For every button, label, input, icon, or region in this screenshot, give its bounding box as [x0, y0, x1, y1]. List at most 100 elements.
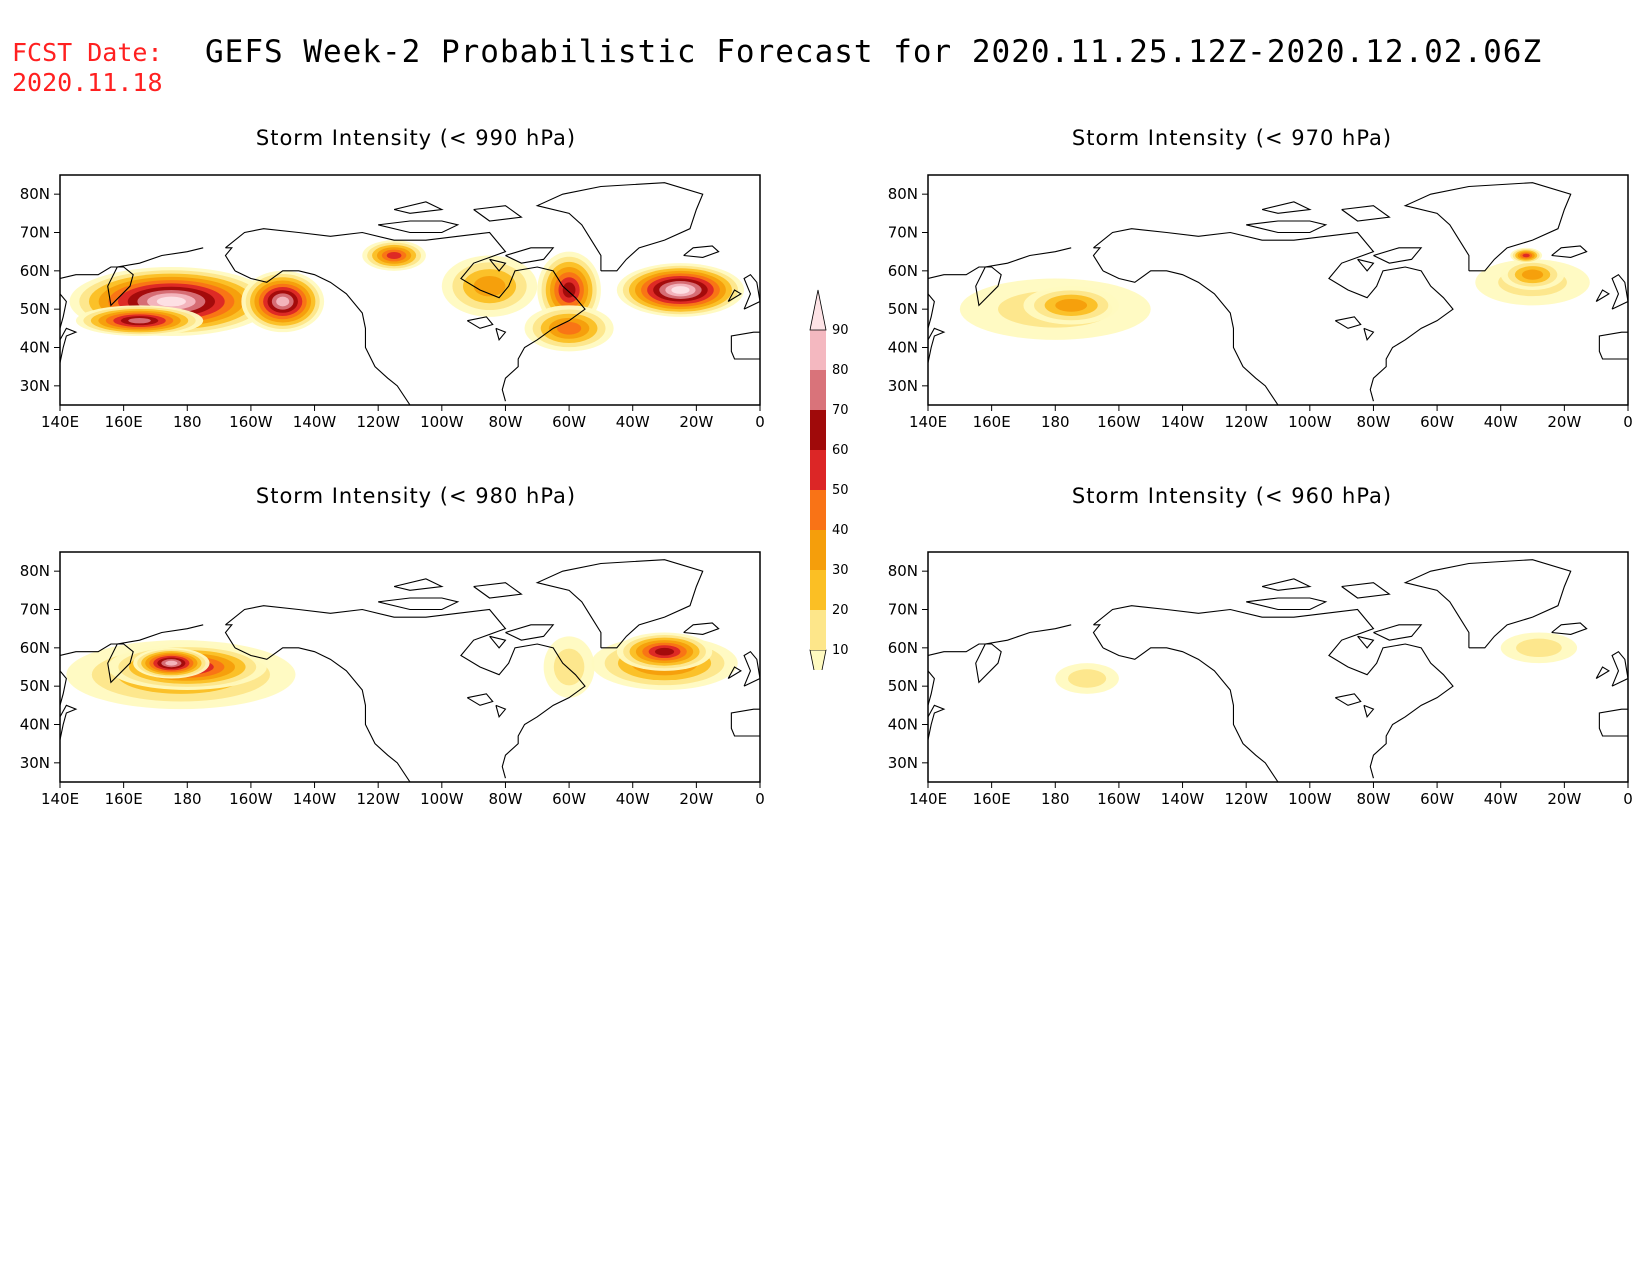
map-frame [927, 551, 1629, 783]
colorbar-segment-5 [810, 450, 826, 490]
coastline-15 [1334, 316, 1362, 329]
probability-blob-3-level-3 [1521, 269, 1544, 280]
coastline-4 [683, 245, 720, 258]
coastline-12 [393, 201, 444, 214]
coastline-11 [473, 205, 523, 222]
coastline-15 [1334, 693, 1362, 706]
x-tick-label: 80W [488, 413, 522, 431]
coastline-5 [743, 273, 760, 310]
y-tick-label: 40N [20, 339, 50, 357]
map-frame [59, 174, 761, 406]
map-panel-970: 140E 160E 180 160W 140W 120W 100W 80W 60W 40W 20W 0… [888, 174, 1633, 431]
x-tick-label: 20W [679, 413, 713, 431]
x-tick-label: 180 [1041, 413, 1070, 431]
coastline-0 [225, 228, 586, 402]
coastline-1 [234, 647, 411, 782]
x-tick-label: 0 [1623, 790, 1633, 808]
colorbar-segment-7 [810, 370, 826, 410]
x-tick-label: 60W [1420, 790, 1454, 808]
y-tick-label: 30N [888, 377, 918, 395]
coastline-0 [1093, 228, 1454, 402]
y-tick-label: 70N [888, 601, 918, 619]
x-tick-label: 180 [173, 413, 202, 431]
coastline-3 [535, 559, 704, 649]
page-title: GEFS Week-2 Probabilistic Forecast for 2… [205, 34, 1543, 70]
x-tick-label: 120W [356, 790, 400, 808]
colorbar-segment-2 [810, 570, 826, 610]
coastline-6 [727, 666, 742, 679]
x-tick-label: 40W [1484, 790, 1518, 808]
coastline-8 [60, 624, 204, 706]
panel-title-960: Storm Intensity (< 960 hPa) [1071, 484, 1393, 508]
x-tick-label: 60W [1420, 413, 1454, 431]
coastline-11 [1341, 205, 1391, 222]
coastline-6 [1595, 289, 1610, 302]
forecast-date-label: FCST Date: [12, 38, 163, 67]
y-tick-label: 50N [20, 300, 50, 318]
x-tick-label: 60W [552, 413, 586, 431]
x-tick-label: 20W [679, 790, 713, 808]
coastline-16 [1363, 327, 1375, 341]
colorbar-label: 40 [832, 523, 849, 538]
x-tick-label: 160W [229, 413, 273, 431]
coastline-4 [1551, 245, 1588, 258]
coastline-9 [60, 327, 78, 363]
coastline-3 [535, 182, 704, 272]
forecast-date-value: 2020.11.18 [12, 68, 163, 97]
x-tick-label: 180 [1041, 790, 1070, 808]
coastline-7 [730, 331, 760, 360]
coastline-4 [1551, 622, 1588, 635]
x-tick-label: 140W [293, 413, 337, 431]
coastline-11 [473, 582, 523, 599]
coastline-13 [1373, 247, 1423, 264]
coastline-12 [1261, 201, 1312, 214]
x-tick-label: 140E [41, 790, 79, 808]
coastline-10 [1246, 220, 1328, 234]
probability-blob-2-level-7 [128, 317, 151, 324]
coastline-0 [225, 605, 586, 779]
x-tick-label: 180 [173, 790, 202, 808]
coastline-6 [727, 289, 742, 302]
coastline-12 [393, 578, 444, 591]
coastline-3 [1403, 182, 1572, 272]
coastline-13 [505, 624, 555, 641]
probability-blob-0-level-1 [1068, 669, 1107, 688]
coastline-1 [1102, 270, 1279, 405]
probability-blob-1-level-1 [1516, 638, 1562, 658]
x-tick-label: 120W [1224, 790, 1268, 808]
x-tick-label: 160E [973, 413, 1011, 431]
y-tick-label: 50N [888, 677, 918, 695]
coastline-1 [234, 270, 411, 405]
x-tick-label: 40W [616, 413, 650, 431]
coastline-6 [1595, 666, 1610, 679]
y-tick-label: 60N [20, 639, 50, 657]
x-tick-label: 20W [1547, 790, 1581, 808]
x-tick-label: 160E [973, 790, 1011, 808]
colorbar-label: 50 [832, 483, 849, 498]
x-tick-label: 80W [1356, 413, 1390, 431]
y-tick-label: 40N [888, 716, 918, 734]
map-frame [927, 174, 1629, 406]
y-tick-label: 60N [888, 639, 918, 657]
x-tick-label: 100W [1288, 790, 1332, 808]
y-tick-label: 60N [20, 262, 50, 280]
coastline-16 [1363, 704, 1375, 718]
colorbar-segment-1 [810, 610, 826, 650]
coastline-10 [378, 220, 460, 234]
coastline-16 [495, 704, 507, 718]
coastline-8 [60, 247, 204, 329]
y-tick-label: 80N [888, 562, 918, 580]
colorbar-segment-0 [809, 649, 827, 670]
map-panel-990: 140E 160E 180 160W 140W 120W 100W 80W 60W 40W 20W 0… [20, 174, 765, 431]
coastline-14 [489, 258, 507, 272]
x-tick-label: 100W [420, 413, 464, 431]
colorbar-segment-3 [810, 530, 826, 570]
x-tick-label: 80W [488, 790, 522, 808]
coastline-9 [928, 704, 946, 740]
coastline-1 [1102, 647, 1279, 782]
colorbar-label: 20 [832, 603, 849, 618]
coastline-7 [1598, 708, 1628, 737]
colorbar-segment-6 [810, 410, 826, 450]
x-tick-label: 160W [229, 790, 273, 808]
